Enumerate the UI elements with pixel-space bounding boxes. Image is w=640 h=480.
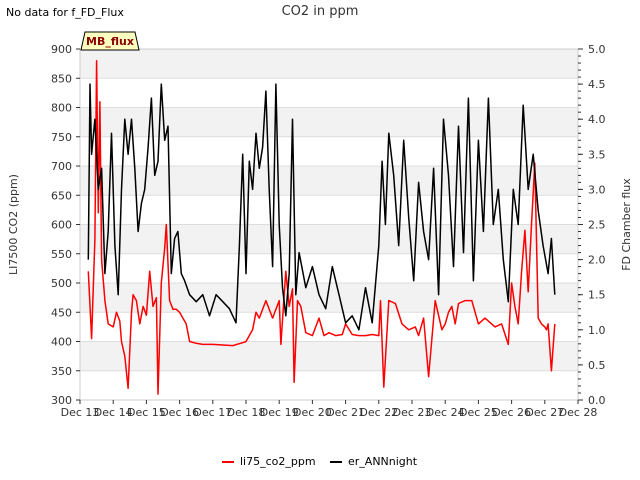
y-left-tick-label: 350 — [51, 365, 72, 378]
legend-label: li75_co2_ppm — [240, 455, 316, 468]
y-axis-left-label: LI7500 CO2 (ppm) — [7, 174, 20, 275]
x-tick-label: Dec 13 — [61, 406, 100, 419]
grid-band — [80, 49, 578, 79]
y-left-tick-label: 400 — [51, 336, 72, 349]
y-left-tick-label: 450 — [51, 306, 72, 319]
x-tick-label: Dec 20 — [293, 406, 332, 419]
series-line-li75_co2_ppm — [87, 59, 556, 395]
x-tick-label: Dec 27 — [525, 406, 564, 419]
y-right-tick-label: 1.5 — [588, 289, 606, 302]
y-left-tick-label: 650 — [51, 189, 72, 202]
x-tick-label: Dec 26 — [492, 406, 531, 419]
grid-band — [80, 166, 578, 196]
badge-shape — [80, 31, 140, 51]
badge-label: MB_flux — [86, 35, 134, 48]
x-tick-label: Dec 25 — [459, 406, 498, 419]
series-layer — [87, 59, 556, 395]
y-right-tick-label: 3.5 — [588, 148, 606, 161]
y-right-tick-label: 4.5 — [588, 78, 606, 91]
chart-title: CO2 in ppm — [281, 4, 359, 19]
no-data-note: No data for f_FD_Flux — [6, 6, 124, 19]
series-line-er_ANNnight — [87, 83, 556, 331]
y-right-tick-label: 2.5 — [588, 219, 606, 232]
y-right-tick-label: 0.5 — [588, 359, 606, 372]
y-right-tick-label: 5.0 — [588, 43, 606, 56]
x-tick-label: Dec 22 — [359, 406, 398, 419]
grid-band — [80, 224, 578, 254]
x-tick-label: Dec 17 — [193, 406, 232, 419]
x-tick-label: Dec 18 — [227, 406, 266, 419]
y-left-tick-label: 500 — [51, 277, 72, 290]
y-left-tick-label: 550 — [51, 248, 72, 261]
y-right-tick-label: 4.0 — [588, 113, 606, 126]
y-left-tick-label: 300 — [51, 394, 72, 407]
x-tick-label: Dec 28 — [559, 406, 598, 419]
grid-band — [80, 107, 578, 137]
x-tick-label: Dec 14 — [94, 406, 133, 419]
x-tick-label: Dec 23 — [393, 406, 432, 419]
y-left-tick-label: 600 — [51, 219, 72, 232]
y-left-tick-label: 800 — [51, 102, 72, 115]
y-right-tick-label: 0.0 — [588, 394, 606, 407]
background-bands — [80, 49, 578, 371]
x-tick-label: Dec 19 — [260, 406, 299, 419]
y-right-tick-label: 2.0 — [588, 254, 606, 267]
y-axis-right-label: FD Chamber flux — [620, 178, 633, 271]
y-axis-right: 0.0 0.5 1.0 1.5 2.0 2.5 3.0 3.5 4.0 4.5 5.0 — [578, 43, 606, 407]
y-left-tick-label: 750 — [51, 131, 72, 144]
legend-label: er_ANNnight — [348, 455, 418, 468]
x-tick-label: Dec 21 — [326, 406, 365, 419]
x-tick-label: Dec 15 — [127, 406, 166, 419]
y-left-tick-label: 850 — [51, 72, 72, 85]
legend: li75_co2_ppm er_ANNnight — [222, 455, 418, 468]
y-right-tick-label: 3.0 — [588, 183, 606, 196]
x-tick-label: Dec 16 — [160, 406, 199, 419]
mb-flux-badge: MB_flux — [80, 31, 140, 51]
y-left-tick-label: 700 — [51, 160, 72, 173]
x-tick-label: Dec 24 — [426, 406, 465, 419]
y-left-tick-label: 900 — [51, 43, 72, 56]
grid-band — [80, 341, 578, 371]
y-right-tick-label: 1.0 — [588, 324, 606, 337]
y-axis-left: 300 350 400 450 500 550 600 650 700 750 800 850 900 — [51, 43, 80, 407]
